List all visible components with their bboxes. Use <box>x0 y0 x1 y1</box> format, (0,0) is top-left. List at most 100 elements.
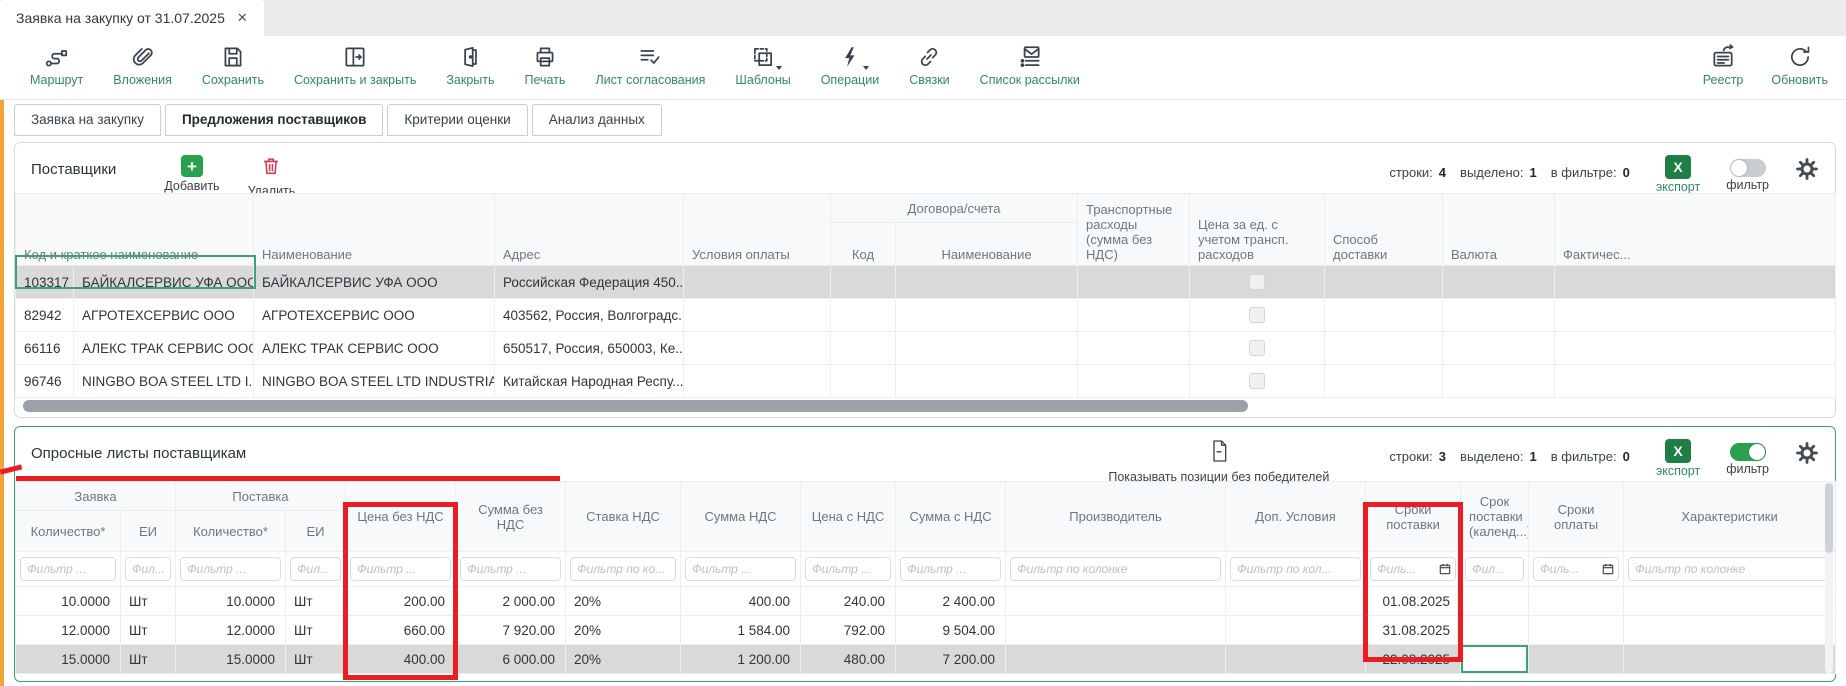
cell-vat-sum[interactable]: 1 200.00 <box>680 644 802 674</box>
close-icon[interactable]: ✕ <box>236 10 248 25</box>
filter-toggle[interactable]: фильтр <box>1726 155 1769 192</box>
questionnaire-row[interactable]: 12.0000 Шт 12.0000 Шт 660.00 7 920.00 20… <box>15 615 1837 645</box>
cell-name[interactable]: АГРОТЕХСЕРВИС ООО <box>253 298 495 332</box>
questionnaire-row[interactable]: 10.0000 Шт 10.0000 Шт 200.00 2 000.00 20… <box>15 586 1837 616</box>
filter-input[interactable] <box>685 557 797 581</box>
cell-payment-dates[interactable] <box>1528 615 1625 645</box>
questionnaire-row-selected[interactable]: 15.0000 Шт 15.0000 Шт 400.00 6 000.00 20… <box>15 644 1837 674</box>
filter-input[interactable] <box>900 557 1002 581</box>
tab-zayavka[interactable]: Заявка на закупку <box>14 104 161 136</box>
cell-qty-request[interactable]: 12.0000 <box>15 615 121 645</box>
column-header-sum-no-vat[interactable]: Сумма без НДС <box>455 481 567 552</box>
cell-characteristics[interactable] <box>1623 615 1837 645</box>
supplier-row[interactable]: 66116 АЛЕКС ТРАК СЕРВИС ООО АЛЕКС ТРАК С… <box>15 331 1836 365</box>
cell-vat-sum[interactable]: 1 584.00 <box>680 615 802 645</box>
toolbar-button-route[interactable]: Маршрут <box>30 42 83 87</box>
cell-payment-dates[interactable] <box>1528 644 1625 674</box>
cell-payment-terms[interactable] <box>683 265 831 299</box>
export-button[interactable]: X экспорт <box>1656 155 1700 194</box>
tab-predlozheniya[interactable]: Предложения поставщиков <box>164 104 384 136</box>
calendar-icon[interactable] <box>1439 563 1451 575</box>
cell-add-conditions[interactable] <box>1225 615 1367 645</box>
column-header-qty-request[interactable]: Количество* <box>15 510 121 552</box>
filter-input[interactable] <box>570 557 677 581</box>
column-header-name[interactable]: Наименование <box>253 193 495 266</box>
vertical-scrollbar[interactable] <box>1825 483 1833 673</box>
cell-sum-no-vat[interactable]: 6 000.00 <box>455 644 567 674</box>
cell-price-no-vat[interactable]: 200.00 <box>345 586 457 616</box>
cell-vat-rate[interactable]: 20% <box>565 586 682 616</box>
cell-short-name[interactable]: АГРОТЕХСЕРВИС ООО <box>73 298 254 332</box>
toolbar-button-approval-sheet[interactable]: Лист согласования <box>595 42 705 87</box>
cell-qty-delivery[interactable]: 10.0000 <box>175 586 287 616</box>
column-header-delivery-method[interactable]: Способ доставки <box>1324 193 1443 266</box>
cell-unit-price-checkbox[interactable] <box>1189 364 1325 398</box>
cell-ei-delivery[interactable]: Шт <box>285 644 347 674</box>
filter-input[interactable] <box>350 557 452 581</box>
cell-ei-request[interactable]: Шт <box>119 615 177 645</box>
cell-name[interactable]: NINGBO BOA STEEL LTD INDUSTRIAL... <box>253 364 495 398</box>
cell-sum-vat[interactable]: 7 200.00 <box>895 644 1007 674</box>
cell-ei-delivery[interactable]: Шт <box>285 586 347 616</box>
cell-unit-price-checkbox[interactable] <box>1189 298 1325 332</box>
column-header-delivery-days[interactable]: Срок поставки (календ...) <box>1460 481 1530 552</box>
toolbar-button-save[interactable]: Сохранить <box>202 42 264 87</box>
cell-currency[interactable] <box>1442 265 1555 299</box>
cell-add-conditions[interactable] <box>1225 644 1367 674</box>
window-tab[interactable]: Заявка на закупку от 31.07.2025 ✕ <box>0 0 264 36</box>
cell-qty-delivery[interactable]: 12.0000 <box>175 615 287 645</box>
column-header-currency[interactable]: Валюта <box>1442 193 1555 266</box>
cell-code[interactable]: 96746 <box>15 364 74 398</box>
cell-vat-sum[interactable]: 400.00 <box>680 586 802 616</box>
filter-toggle[interactable]: фильтр <box>1726 439 1769 476</box>
cell-sum-vat[interactable]: 9 504.00 <box>895 615 1007 645</box>
toolbar-button-templates[interactable]: Шаблоны <box>735 42 791 87</box>
export-button[interactable]: X экспорт <box>1656 439 1700 478</box>
cell-short-name[interactable]: БАЙКАЛСЕРВИС УФА ООО <box>73 265 254 299</box>
gear-icon[interactable] <box>1795 441 1819 470</box>
column-header-delivery-dates[interactable]: Сроки поставки <box>1365 481 1462 552</box>
cell-actual[interactable] <box>1554 265 1836 299</box>
cell-code[interactable]: 66116 <box>15 331 74 365</box>
column-header-characteristics[interactable]: Характеристики <box>1623 481 1837 552</box>
toolbar-button-operations[interactable]: Операции <box>821 42 879 87</box>
cell-short-name[interactable]: АЛЕКС ТРАК СЕРВИС ООО <box>73 331 254 365</box>
cell-price-no-vat[interactable]: 400.00 <box>345 644 457 674</box>
gear-icon[interactable] <box>1795 157 1819 186</box>
filter-input[interactable] <box>1230 557 1362 581</box>
filter-input-date[interactable] <box>1533 557 1620 581</box>
add-button[interactable]: + Добавить <box>164 155 220 193</box>
column-header-ei-delivery[interactable]: ЕИ <box>285 510 347 552</box>
cell-sum-no-vat[interactable]: 2 000.00 <box>455 586 567 616</box>
column-header-payment-dates[interactable]: Сроки оплаты <box>1528 481 1625 552</box>
cell-address[interactable]: Китайская Народная Респу... <box>494 364 684 398</box>
cell-manufacturer[interactable] <box>1005 586 1227 616</box>
cell-delivery-date[interactable]: 31.08.2025 <box>1365 615 1462 645</box>
cell-delivery-days[interactable] <box>1460 615 1530 645</box>
cell-price-vat[interactable]: 480.00 <box>800 644 897 674</box>
column-header-contract-code[interactable]: Код <box>830 222 896 266</box>
checkbox[interactable] <box>1249 340 1265 356</box>
cell-code[interactable]: 103317 <box>15 265 74 299</box>
cell-manufacturer[interactable] <box>1005 644 1227 674</box>
cell-ei-request[interactable]: Шт <box>119 586 177 616</box>
filter-input[interactable] <box>125 557 172 581</box>
toolbar-button-attachments[interactable]: Вложения <box>113 42 172 87</box>
cell-price-no-vat[interactable]: 660.00 <box>345 615 457 645</box>
column-header-actual[interactable]: Фактичес... <box>1554 193 1836 266</box>
cell-qty-request[interactable]: 15.0000 <box>15 644 121 674</box>
toolbar-button-print[interactable]: Печать <box>525 42 565 87</box>
checkbox[interactable] <box>1249 274 1265 290</box>
delete-button[interactable]: Удалить <box>248 155 295 198</box>
column-header-vat-sum[interactable]: Сумма НДС <box>680 481 802 552</box>
column-header-payment-terms[interactable]: Условия оплаты <box>683 193 831 266</box>
cell-address[interactable]: 403562, Россия, Волгоградс... <box>494 298 684 332</box>
cell-ei-delivery[interactable]: Шт <box>285 615 347 645</box>
cell-contract-code[interactable] <box>830 265 896 299</box>
column-group-contracts[interactable]: Договора/счета <box>830 193 1078 223</box>
cell-qty-delivery[interactable]: 15.0000 <box>175 644 287 674</box>
cell-add-conditions[interactable] <box>1225 586 1367 616</box>
filter-input[interactable] <box>805 557 892 581</box>
cell-name[interactable]: БАЙКАЛСЕРВИС УФА ООО <box>253 265 495 299</box>
column-header-ei-request[interactable]: ЕИ <box>119 510 177 552</box>
